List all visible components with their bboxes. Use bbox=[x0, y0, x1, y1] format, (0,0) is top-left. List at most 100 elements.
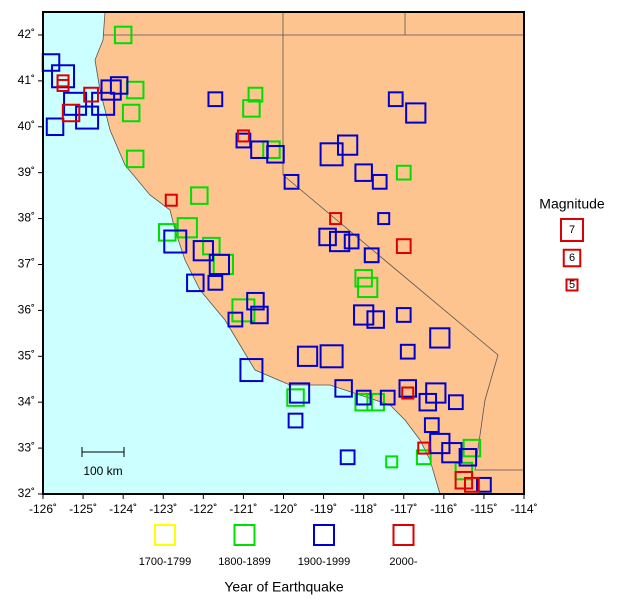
x-tick-label: -126˚ bbox=[29, 502, 57, 516]
quake bbox=[227, 311, 244, 328]
y-tick-label: 34˚ bbox=[18, 394, 35, 408]
quake bbox=[441, 442, 463, 464]
quake bbox=[395, 238, 412, 254]
y-tick-label: 40˚ bbox=[18, 119, 35, 133]
size-legend-label: 6 bbox=[569, 252, 575, 264]
quake bbox=[246, 291, 265, 311]
quake bbox=[288, 382, 311, 404]
quake bbox=[45, 117, 65, 137]
quake bbox=[417, 441, 431, 455]
quake bbox=[266, 145, 285, 164]
x-tick-label: -125˚ bbox=[69, 502, 97, 516]
y-tick-label: 37˚ bbox=[18, 257, 35, 271]
legend-label: 1900-1999 bbox=[298, 556, 351, 568]
quake bbox=[385, 455, 399, 469]
quake bbox=[399, 343, 416, 360]
quake bbox=[283, 173, 300, 190]
quake bbox=[464, 476, 480, 493]
x-tick-label: -123˚ bbox=[149, 502, 177, 516]
size-legend-label: 5 bbox=[569, 279, 575, 291]
quake bbox=[190, 186, 209, 205]
quake bbox=[366, 310, 385, 329]
quake bbox=[186, 273, 205, 293]
quake bbox=[61, 103, 81, 123]
quake bbox=[83, 86, 99, 103]
quake bbox=[337, 134, 359, 156]
quake bbox=[109, 76, 129, 95]
y-tick-label: 32˚ bbox=[18, 486, 35, 500]
x-tick-label: -121˚ bbox=[229, 502, 257, 516]
quake bbox=[125, 149, 145, 169]
quake bbox=[158, 223, 177, 242]
quake bbox=[236, 129, 250, 143]
quake bbox=[423, 417, 440, 434]
x-tick-label: -117˚ bbox=[390, 502, 417, 516]
quake bbox=[250, 305, 269, 325]
quake bbox=[208, 253, 230, 276]
quake bbox=[379, 389, 396, 406]
quake bbox=[401, 386, 415, 400]
y-tick-label: 33˚ bbox=[18, 440, 35, 454]
size-legend-box bbox=[565, 278, 579, 292]
quake bbox=[353, 304, 375, 326]
quake bbox=[207, 274, 224, 291]
x-tick-label: -114˚ bbox=[510, 502, 537, 516]
x-tick-label: -122˚ bbox=[189, 502, 217, 516]
y-tick-label: 39˚ bbox=[18, 165, 35, 179]
quake bbox=[447, 394, 464, 411]
quake bbox=[334, 379, 353, 398]
x-tick-label: -116˚ bbox=[430, 502, 457, 516]
quake bbox=[339, 449, 356, 466]
quake bbox=[363, 247, 380, 264]
x-tick-label: -119˚ bbox=[310, 502, 337, 516]
quake bbox=[458, 448, 478, 467]
quake bbox=[371, 173, 388, 190]
quake bbox=[429, 327, 451, 349]
quake bbox=[387, 91, 404, 108]
quake bbox=[207, 91, 224, 108]
size-legend-title: Magnitude bbox=[539, 196, 605, 212]
quake bbox=[247, 86, 264, 103]
quake bbox=[454, 470, 474, 490]
quake bbox=[113, 25, 133, 45]
quake bbox=[121, 103, 141, 123]
quake bbox=[395, 164, 412, 181]
legend-label: 1800-1899 bbox=[218, 556, 271, 568]
quake bbox=[56, 74, 70, 88]
quake bbox=[366, 392, 385, 412]
x-tick-label: -118˚ bbox=[350, 502, 377, 516]
quake bbox=[239, 358, 264, 383]
scale-label: 100 km bbox=[83, 464, 122, 478]
legend-swatch bbox=[313, 524, 335, 546]
quake bbox=[318, 227, 337, 247]
quake bbox=[377, 212, 391, 226]
quake bbox=[395, 307, 412, 323]
quake bbox=[163, 229, 188, 254]
quake bbox=[357, 276, 379, 299]
legend-label: 2000- bbox=[389, 556, 417, 568]
quake bbox=[354, 392, 373, 412]
quake bbox=[476, 476, 492, 493]
quake bbox=[355, 389, 372, 406]
quake bbox=[354, 163, 373, 182]
quake bbox=[425, 382, 447, 404]
y-tick-label: 41˚ bbox=[18, 73, 35, 87]
quakes bbox=[41, 25, 492, 493]
quake bbox=[328, 230, 351, 253]
legend-swatch bbox=[392, 524, 415, 546]
size-legend-label: 7 bbox=[569, 224, 575, 236]
quake bbox=[164, 193, 178, 207]
y-tick-label: 42˚ bbox=[18, 27, 35, 41]
size-legend-box bbox=[562, 248, 582, 268]
quake bbox=[91, 91, 116, 116]
legend-title: Year of Earthquake bbox=[224, 579, 344, 595]
y-tick-label: 36˚ bbox=[18, 303, 35, 317]
y-tick-label: 35˚ bbox=[18, 348, 35, 362]
quake bbox=[262, 140, 281, 159]
quake bbox=[75, 105, 100, 130]
quake bbox=[415, 449, 432, 466]
quake bbox=[329, 212, 343, 226]
x-tick-label: -115˚ bbox=[470, 502, 497, 516]
legend-swatch bbox=[154, 524, 176, 546]
quake bbox=[286, 388, 305, 407]
